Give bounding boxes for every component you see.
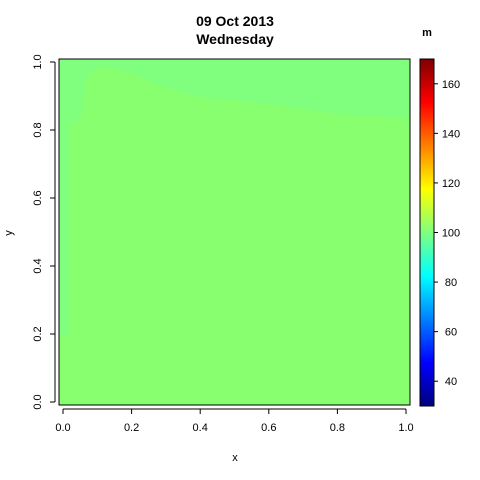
- plot-frame: [58, 58, 411, 406]
- chart-title-line-2: Wednesday: [196, 31, 274, 47]
- heatmap-field: [59, 59, 410, 405]
- y-tick-label: 0.6: [32, 190, 44, 205]
- y-tick-label: 0.8: [32, 122, 44, 137]
- colorbar-tick-label: 80: [445, 277, 457, 289]
- x-tick-label: 0.2: [124, 422, 139, 434]
- x-axis: 0.0 0.2 0.4 0.6 0.8 1.0: [55, 408, 414, 434]
- x-tick-label: 0.8: [330, 422, 345, 434]
- y-tick-label: 1.0: [32, 54, 44, 69]
- x-tick-label: 1.0: [398, 422, 413, 434]
- y-tick-label: 0.4: [32, 258, 44, 273]
- y-tick-label: 0.2: [32, 326, 44, 341]
- colorbar-tick-label: 40: [445, 376, 457, 388]
- chart-title-line-1: 09 Oct 2013: [196, 13, 274, 29]
- field-base: [59, 59, 410, 405]
- y-axis: 0.0 0.2 0.4 0.6 0.8 1.0: [32, 54, 56, 410]
- x-tick-label: 0.6: [261, 422, 276, 434]
- colorbar-tick-label: 120: [442, 178, 460, 190]
- y-axis-label: y: [3, 230, 15, 236]
- field-left-strip: [59, 121, 70, 336]
- field-upper-region: [59, 59, 410, 122]
- colorbar: 40 60 80 100 120 140 160: [419, 58, 460, 407]
- colorbar-tick-label: 160: [442, 79, 460, 91]
- x-tick-label: 0.0: [55, 422, 70, 434]
- colorbar-unit-label: m: [422, 27, 432, 39]
- colorbar-tick-label: 100: [442, 228, 460, 240]
- x-tick-label: 0.4: [193, 422, 208, 434]
- colorbar-tick-label: 140: [442, 128, 460, 140]
- x-axis-label: x: [232, 452, 238, 464]
- colorbar-gradient: [419, 58, 435, 407]
- y-tick-label: 0.0: [32, 394, 44, 409]
- colorbar-tick-label: 60: [445, 327, 457, 339]
